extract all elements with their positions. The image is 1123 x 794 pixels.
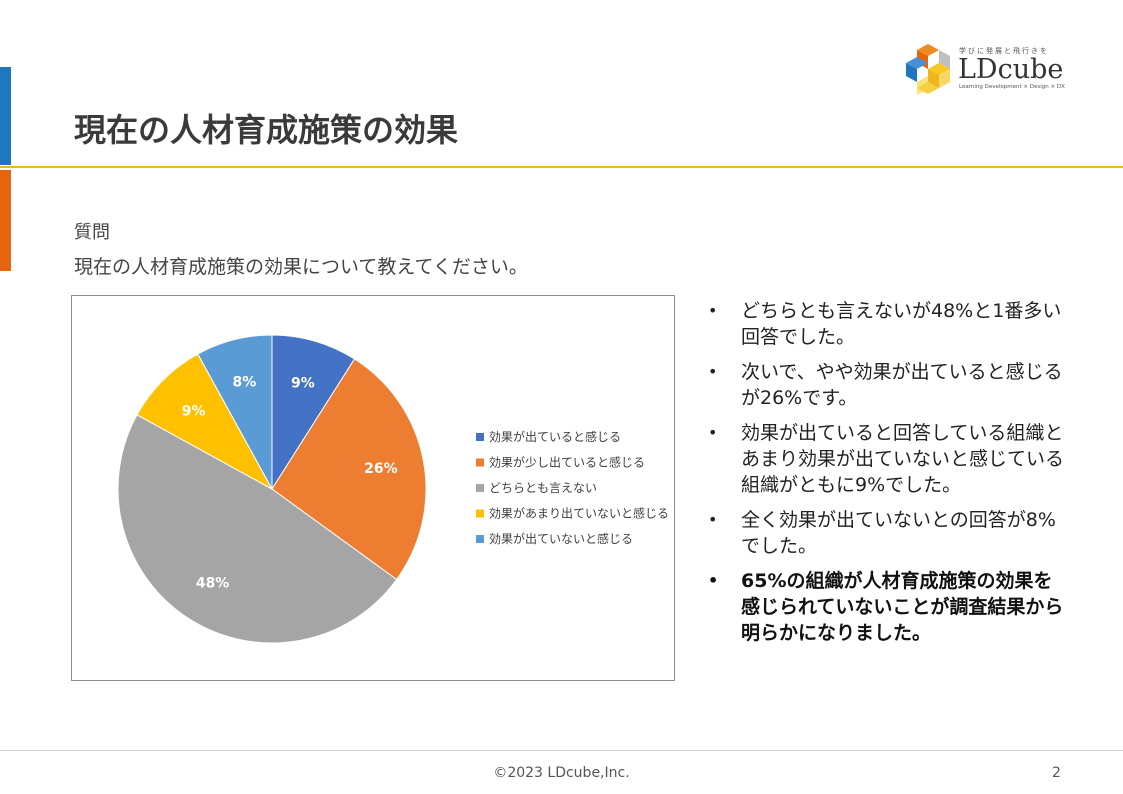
legend-swatch (476, 484, 484, 492)
legend-swatch (476, 535, 484, 543)
bullet-item: • どちらとも言えないが48%と1番多い回答でした。 (706, 298, 1066, 350)
bullet-item: • 全く効果が出ていないとの回答が8%でした。 (706, 507, 1066, 559)
question-text: 現在の人材育成施策の効果について教えてください。 (74, 256, 528, 278)
legend-swatch (476, 458, 484, 467)
pie-data-label: 9% (182, 404, 206, 420)
pie-chart: 9% 26% 48% 9% 8% 効果が出ていると感じる効果が少し出ていると感じる どちらと… (71, 295, 675, 681)
pie-slice (136, 353, 274, 491)
bullet-item: • 次いで、やや効果が出ていると感じるが26%です。 (706, 359, 1066, 411)
pie-data-label: 48% (196, 576, 230, 592)
pie-slice (271, 358, 427, 581)
accent-bar-blue (0, 67, 11, 165)
accent-bar-orange (0, 170, 11, 271)
bullet-text: どちらとも言えないが48%と1番多い回答でした。 (741, 300, 1062, 348)
bullet-text: 効果が出ていると回答している組織とあまり効果が出ていないと感じている組織がともに… (741, 422, 1065, 496)
pie-data-label: 8% (233, 375, 257, 391)
bullet-item: • 65%の組織が人材育成施策の効果を感じられていないことが調査結果から明らかにな… (706, 568, 1066, 646)
logo-subtitle: Learning Development × Design × DX (959, 84, 1065, 90)
pie-slice (117, 414, 398, 644)
legend-label: 効果が少し出ていると感じる (489, 455, 645, 470)
question-label: 質問 (74, 222, 110, 243)
cube-logo-icon (906, 44, 950, 95)
pie-slice (271, 334, 356, 491)
legend-label: 効果が出ていると感じる (489, 429, 621, 444)
bullet-marker: • (708, 510, 718, 529)
pie-data-label: 9% (291, 376, 315, 392)
bullet-marker: • (708, 362, 718, 381)
bullet-text: 全く効果が出ていないとの回答が8%でした。 (741, 509, 1056, 557)
bullet-marker: • (708, 423, 718, 442)
logo-tagline: 学びに発展と飛行きを (959, 47, 1049, 55)
legend-label: 効果があまり出ていないと感じる (489, 506, 669, 521)
legend-label: 効果が出ていないと感じる (489, 531, 633, 546)
legend-swatch (476, 433, 484, 441)
legend-swatch (476, 509, 484, 518)
logo-name: LDcube (958, 54, 1064, 85)
page-title: 現在の人材育成施策の効果 (74, 111, 459, 149)
bullet-marker: • (708, 571, 719, 590)
ldcube-logo: 学びに発展と飛行きを LDcube Learning Development ×… (903, 42, 1068, 100)
bullet-marker: • (708, 301, 718, 320)
pie-data-label: 26% (364, 461, 398, 477)
bullet-text: 65%の組織が人材育成施策の効果を感じられていないことが調査結果から明らかになり… (741, 570, 1064, 644)
summary-bullets: • どちらとも言えないが48%と1番多い回答でした。 • 次いで、やや効果が出ていると… (706, 298, 1066, 655)
pie-slice (197, 334, 273, 490)
footer-copyright: ©2023 LDcube,Inc. (493, 765, 630, 781)
pie-chart-svg: 9% 26% 48% 9% 8% 効果が出ていると感じる効果が少し出ていると感じるどちらと… (117, 334, 669, 644)
legend-label: どちらとも言えない (489, 481, 597, 495)
footer-divider (0, 750, 1123, 751)
bullet-item: • 効果が出ていると回答している組織とあまり効果が出ていないと感じている組織がとも… (706, 420, 1066, 498)
title-divider (0, 166, 1123, 168)
page-number: 2 (1052, 765, 1061, 781)
bullet-text: 次いで、やや効果が出ていると感じるが26%です。 (741, 361, 1063, 409)
